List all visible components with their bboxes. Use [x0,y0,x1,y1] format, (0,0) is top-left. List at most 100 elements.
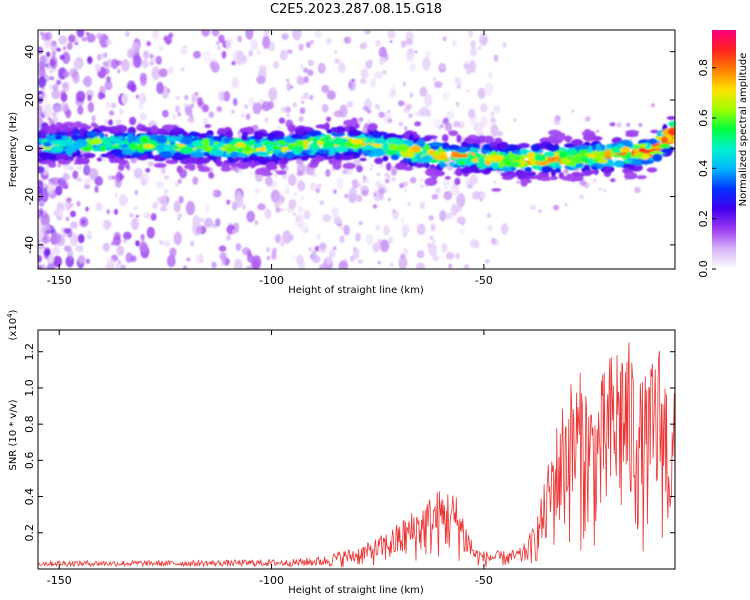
ridge-blob [66,130,72,136]
noise-blob [187,116,195,123]
noise-blob [439,209,447,222]
noise-blob [177,178,182,184]
noise-blob [277,125,281,130]
noise-blob [121,93,129,105]
noise-blob [161,166,166,175]
ridge-blob [517,170,527,179]
ridge-blob [333,137,345,146]
ridge-blob [331,147,337,152]
noise-blob [626,122,631,128]
noise-blob [150,213,157,221]
spectrogram-x-axis-label: Height of straight line (km) [288,285,424,296]
ridge-blob [162,124,175,131]
noise-blob [49,55,58,70]
ridge-blob [265,161,277,170]
noise-blob [131,217,139,231]
noise-blob [348,79,356,92]
noise-blob [46,51,51,57]
noise-blob [287,174,297,186]
noise-blob [39,207,44,214]
ridge-blob [423,135,432,141]
noise-blob [477,45,482,51]
ridge-blob [150,125,159,133]
colorbar-tick-label: 0.6 [697,109,710,127]
ridge-blob [411,145,421,153]
y-tick-label: 40 [23,45,36,59]
noise-blob [166,254,176,268]
ridge-blob [386,137,400,144]
noise-blob [279,49,288,61]
noise-blob [363,175,366,180]
noise-blob [156,81,164,95]
ridge-blob [460,167,475,174]
ridge-blob [373,138,387,144]
noise-blob [234,193,244,208]
noise-blob [218,90,226,102]
spectrogram-panel: -150 -100 -50 -40 -20 0 20 40 Height of straigh… [8,29,676,296]
noise-blob [474,123,479,127]
noise-blob [402,181,409,187]
noise-blob [215,218,221,227]
noise-blob [104,119,109,126]
noise-blob [50,189,53,195]
noise-blob [468,30,474,38]
noise-blob [77,233,85,244]
noise-blob [96,32,104,40]
ridge-blob [531,165,543,170]
noise-blob [303,210,311,220]
noise-blob [370,78,377,89]
noise-blob [202,50,212,63]
y-tick-label: 1.2 [23,343,36,361]
noise-blob [185,201,195,216]
ridge-blob [382,155,389,162]
noise-blob [146,226,155,239]
ridge-blob [116,141,125,146]
snr-ticks: -150 -100 -50 0.2 0.4 0.6 0.8 1.0 1.2 [23,330,675,587]
noise-blob [44,38,53,49]
noise-blob [406,103,412,110]
ridge-blob [301,151,308,157]
ridge-blob [206,134,213,139]
ridge-blob [372,132,383,139]
noise-blob [249,171,254,176]
ridge-blob [474,153,482,158]
ridge-blob [70,134,80,141]
noise-blob [588,116,592,120]
noise-blob [344,193,349,199]
ridge-blob [424,177,438,186]
noise-blob [226,234,232,241]
ridge-blob [110,148,124,156]
noise-blob [455,101,460,107]
ridge-blob [598,158,608,164]
noise-blob [294,192,298,196]
noise-blob [420,184,424,188]
ridge-blob [74,139,89,148]
ridge-blob [350,117,358,126]
noise-blob [159,240,164,245]
noise-blob [57,209,64,217]
ridge-blob [578,145,589,150]
noise-blob [49,69,53,74]
noise-blob [382,70,387,75]
ridge-blob [82,152,96,159]
ridge-blob [634,145,640,150]
noise-blob [257,203,266,211]
noise-blob [65,216,70,222]
noise-blob [52,246,61,256]
noise-blob [42,103,53,119]
noise-blob [44,249,51,257]
noise-blob [116,245,125,256]
noise-blob [61,82,68,90]
noise-blob [76,165,83,171]
ridge-blob [180,136,193,145]
ridge-blob [242,144,252,152]
ridge-blob [471,143,479,149]
noise-blob [86,56,93,65]
noise-blob [76,30,85,38]
noise-blob [373,71,383,79]
ridge-blob [250,160,256,169]
noise-blob [172,114,176,120]
noise-blob [490,124,499,137]
noise-blob [175,105,180,113]
